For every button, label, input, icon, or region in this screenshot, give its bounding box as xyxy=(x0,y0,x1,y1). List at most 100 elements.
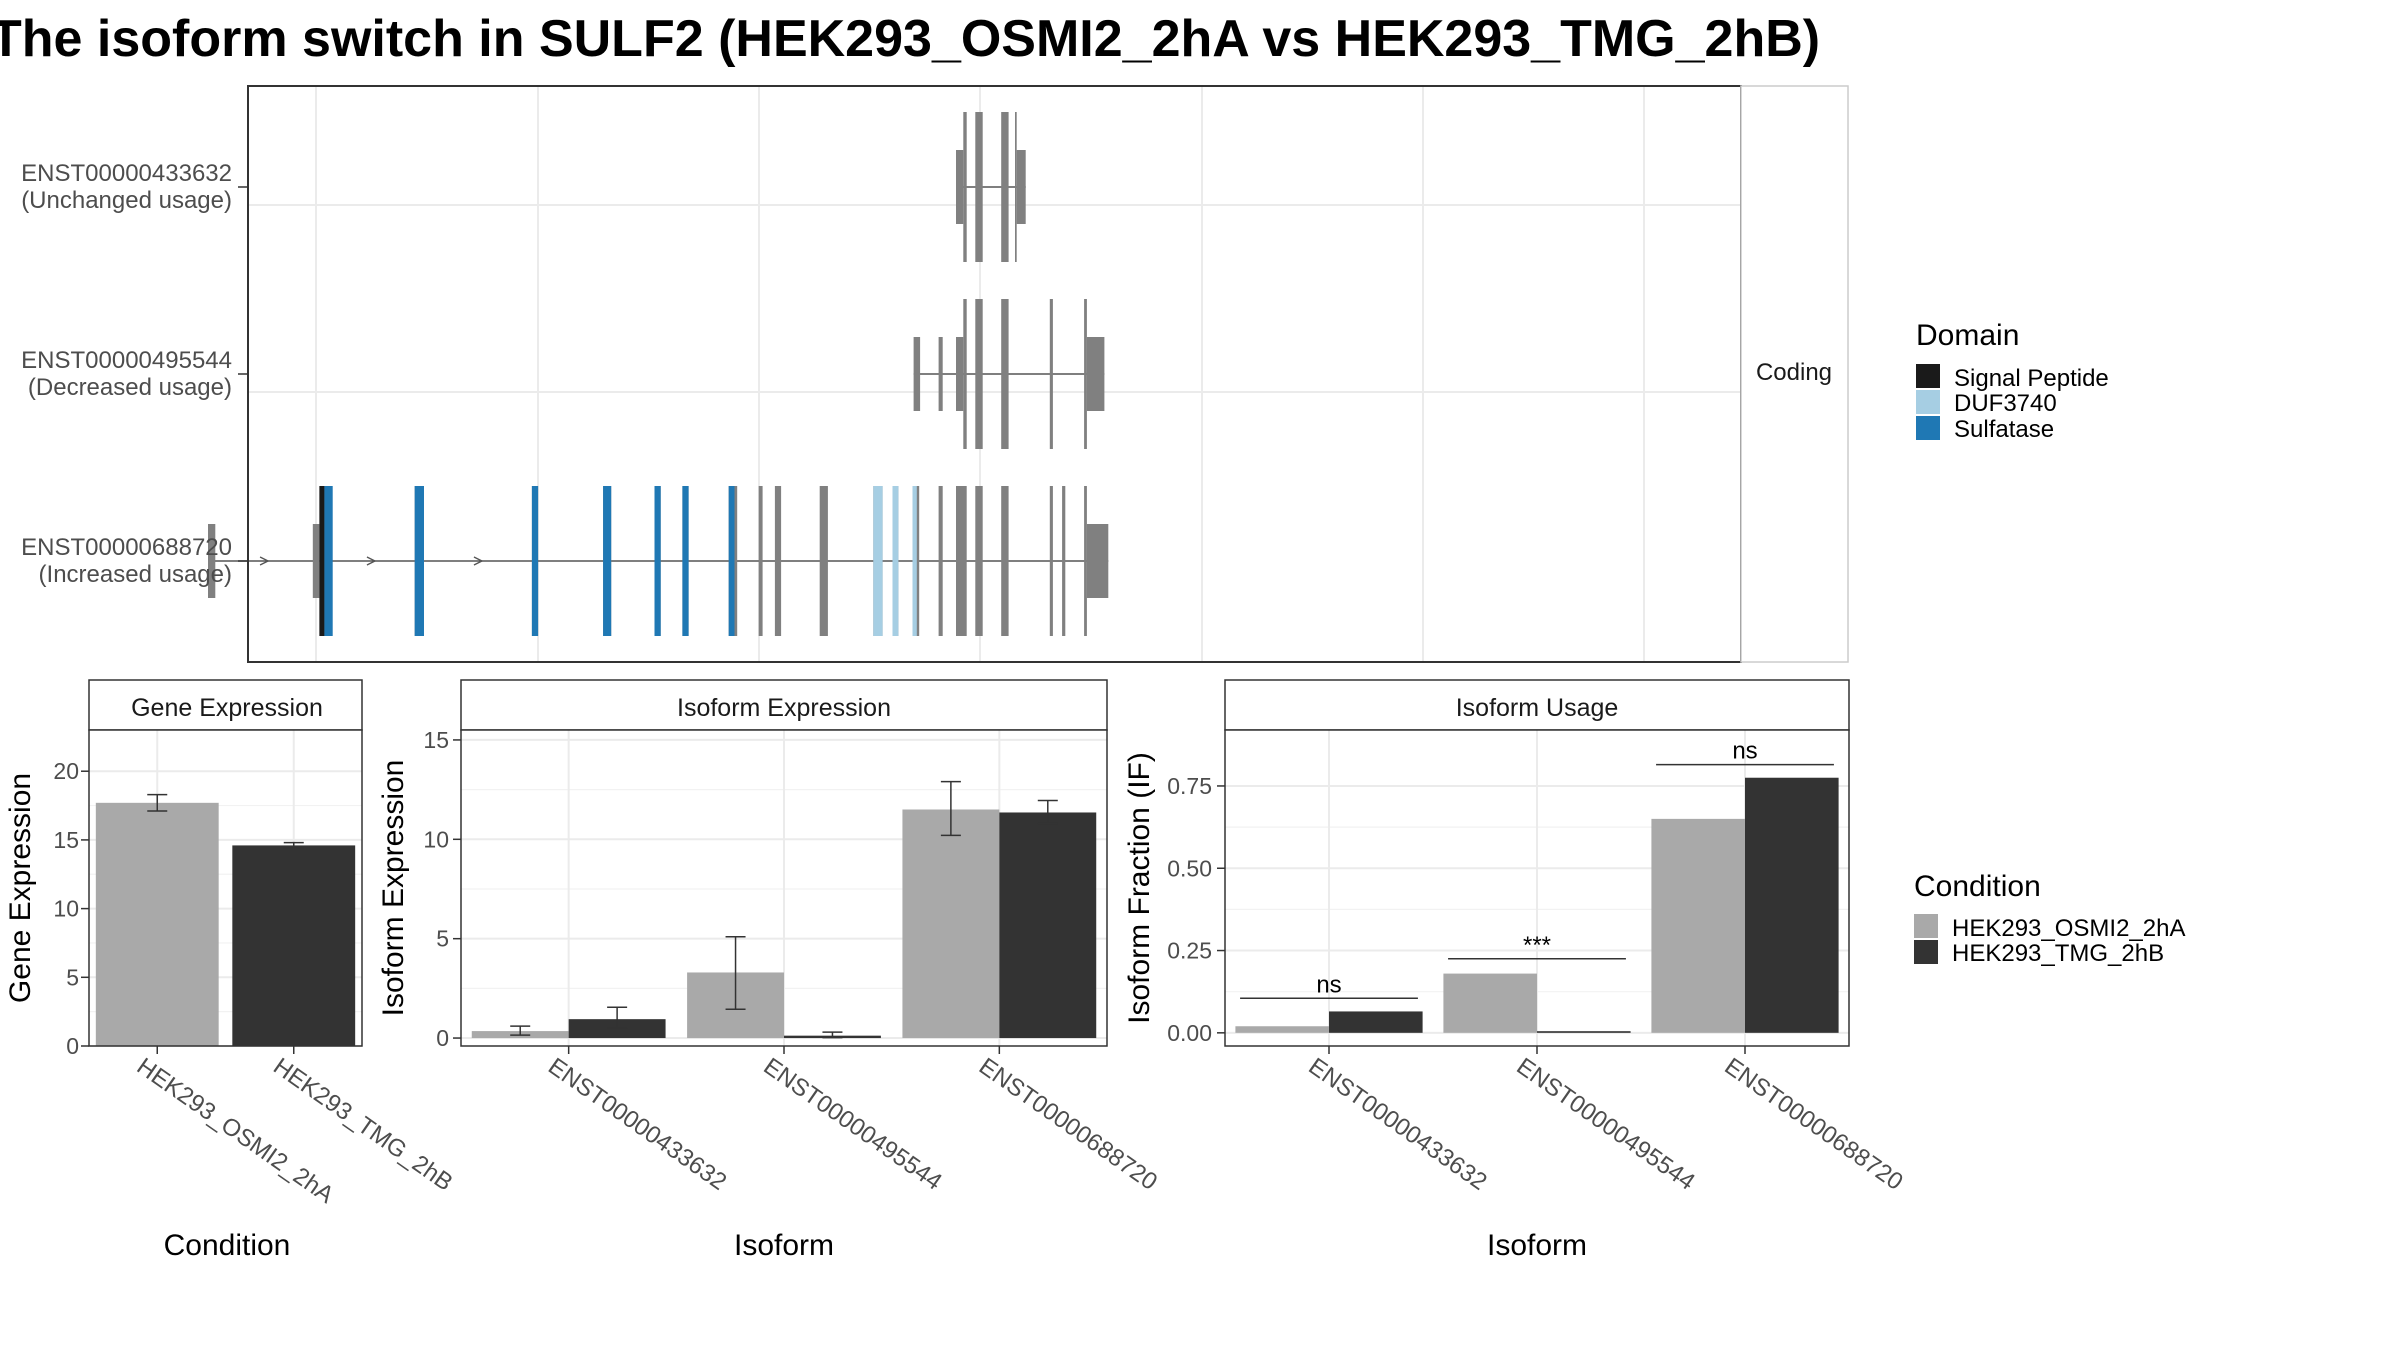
exon-block xyxy=(1084,299,1087,449)
exon-block xyxy=(1049,299,1053,449)
significance-label: *** xyxy=(1523,932,1551,959)
panel-border xyxy=(460,729,1108,1047)
y-tick-label: 0.25 xyxy=(1167,938,1212,964)
exon-block xyxy=(1049,486,1053,636)
x-tick-label: ENST00000688720 xyxy=(1720,1053,1908,1196)
condition-legend-title: Condition xyxy=(1914,870,2041,903)
bar xyxy=(1235,1026,1329,1033)
exon-block xyxy=(312,524,320,598)
legend-key-cond-a xyxy=(1914,914,1938,938)
bar xyxy=(1443,973,1537,1033)
bar xyxy=(902,809,1000,1039)
bar xyxy=(95,802,219,1046)
x-tick-label: ENST00000495544 xyxy=(759,1053,947,1196)
exon-block xyxy=(208,524,216,598)
x-tick-label: ENST00000433632 xyxy=(1304,1053,1492,1196)
facet-strip-label: Coding xyxy=(1756,359,1832,386)
legend-label-sulfatase: Sulfatase xyxy=(1954,416,2054,443)
domain-duf3740 xyxy=(873,486,883,636)
domain-sulfatase xyxy=(414,486,424,636)
transcript-id-label: ENST00000495544 xyxy=(21,347,232,374)
bar xyxy=(1651,818,1745,1033)
exon-block xyxy=(1001,299,1009,449)
panel-border xyxy=(88,729,363,1047)
panel-strip xyxy=(460,679,1108,731)
exon-block xyxy=(1062,486,1066,636)
x-tick-label: ENST00000688720 xyxy=(974,1053,1162,1196)
legend-key-duf3740 xyxy=(1916,390,1940,414)
transcript-panel: ENST00000433632(Unchanged usage) ENST0000… xyxy=(21,85,1849,663)
transcript-labels: ENST00000433632(Unchanged usage) ENST0000… xyxy=(21,160,248,588)
panel-border xyxy=(1224,729,1850,1047)
y-tick-label: 0 xyxy=(66,1033,79,1059)
exon-block xyxy=(975,112,983,262)
domain-sulfatase xyxy=(654,486,661,636)
legend-key-sulfatase xyxy=(1916,416,1940,440)
exon-block xyxy=(1086,524,1109,598)
transcript-id-label: ENST00000688720 xyxy=(21,534,232,561)
y-axis-title: Gene Expression xyxy=(4,773,37,1003)
transcript-usage-label: (Unchanged usage) xyxy=(21,187,232,214)
exon-block xyxy=(1084,486,1087,636)
y-tick-label: 5 xyxy=(436,926,449,952)
legend-label-signal-peptide: Signal Peptide xyxy=(1954,365,2109,392)
significance-label: ns xyxy=(1316,971,1341,998)
facet-strip xyxy=(1740,85,1849,663)
exon-block xyxy=(975,486,983,636)
exon-block xyxy=(774,486,782,636)
figure-title: The isoform switch in SULF2 (HEK293_OSMI… xyxy=(0,10,1820,68)
domain-sulfatase xyxy=(682,486,689,636)
transcript-id-label: ENST00000433632 xyxy=(21,160,232,187)
bar-charts: Gene ExpressionHEK293_OSMI2_2hAHEK293_TM… xyxy=(4,679,1908,1262)
y-tick-label: 10 xyxy=(53,896,79,922)
exon-block xyxy=(1086,337,1105,411)
exon-block xyxy=(963,112,967,262)
x-axis-title: Isoform xyxy=(734,1229,834,1262)
bar xyxy=(1329,1011,1423,1033)
panel-title: Isoform Expression xyxy=(677,694,891,722)
exon-block xyxy=(913,337,921,411)
x-tick-label: ENST00000495544 xyxy=(1512,1053,1700,1196)
significance-label: ns xyxy=(1732,738,1757,765)
y-axis-title: Isoform Fraction (IF) xyxy=(1123,752,1156,1024)
domain-sulfatase xyxy=(531,486,539,636)
exon-block xyxy=(819,486,828,636)
domain-sulfatase xyxy=(324,486,333,636)
exon-block xyxy=(938,486,943,636)
intron-arrow xyxy=(259,556,270,566)
legend-key-cond-b xyxy=(1914,940,1938,964)
bar xyxy=(1537,1031,1631,1033)
domain-signal-peptide xyxy=(319,486,325,636)
panel-strip xyxy=(1224,679,1850,731)
y-tick-label: 0.75 xyxy=(1167,773,1212,799)
exon-block xyxy=(938,337,943,411)
domain-duf3740 xyxy=(892,486,899,636)
panel-title: Gene Expression xyxy=(131,694,323,722)
exon-block xyxy=(1001,486,1009,636)
y-axis-title: Isoform Expression xyxy=(377,760,410,1017)
exon-block xyxy=(758,486,763,636)
y-tick-label: 15 xyxy=(53,827,79,853)
panel-strip xyxy=(88,679,363,731)
y-tick-label: 15 xyxy=(423,727,449,753)
bar-panel-3: Isoform Usage ENST00000433632 ENST00000495… xyxy=(1123,679,1908,1262)
intron-arrow xyxy=(366,556,377,566)
panel-title: Isoform Usage xyxy=(1456,694,1619,722)
x-axis-title: Isoform xyxy=(1487,1229,1587,1262)
exon-block xyxy=(956,150,964,224)
exon-block xyxy=(956,337,964,411)
y-tick-label: 20 xyxy=(53,758,79,784)
exon-block xyxy=(1015,112,1017,262)
y-tick-label: 0.50 xyxy=(1167,855,1212,881)
domain-sulfatase xyxy=(603,486,612,636)
domain-legend-title: Domain xyxy=(1916,319,2019,352)
bar xyxy=(1745,777,1839,1033)
y-tick-label: 10 xyxy=(423,826,449,852)
transcript-usage-label: (Decreased usage) xyxy=(28,374,232,401)
y-tick-label: 5 xyxy=(66,964,79,990)
condition-legend: Condition HEK293_OSMI2_2hA HEK293_TMG_2h… xyxy=(1914,870,2185,967)
x-axis-title: Condition xyxy=(164,1229,291,1262)
y-tick-label: 0.00 xyxy=(1167,1020,1212,1046)
